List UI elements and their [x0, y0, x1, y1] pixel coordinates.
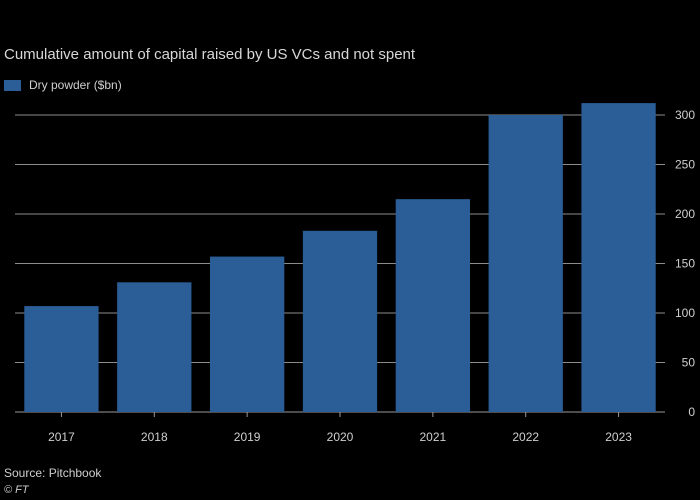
y-tick-label: 300 [675, 108, 695, 122]
x-tick-label: 2018 [141, 430, 168, 444]
x-tick-label: 2022 [512, 430, 539, 444]
y-tick-label: 250 [675, 158, 695, 172]
bar [581, 103, 656, 413]
source-note: Source: Pitchbook [4, 466, 102, 480]
bar [302, 230, 378, 412]
y-tick-label: 200 [675, 207, 695, 221]
y-tick-label: 50 [682, 356, 696, 370]
bar [210, 256, 285, 412]
legend: Dry powder ($bn) [4, 78, 122, 92]
x-tick-label: 2019 [234, 430, 261, 444]
y-tick-label: 150 [675, 257, 695, 271]
ft-credit: © FT [4, 484, 29, 496]
chart-title: Cumulative amount of capital raised by U… [4, 46, 416, 63]
x-tick-label: 2021 [420, 430, 447, 444]
bar [395, 199, 470, 412]
legend-label: Dry powder ($bn) [29, 78, 122, 92]
y-tick-label: 0 [688, 405, 695, 419]
bar [24, 306, 99, 412]
y-tick-label: 100 [675, 306, 695, 320]
x-tick-label: 2023 [605, 430, 632, 444]
bar [488, 115, 563, 412]
legend-swatch [4, 79, 21, 91]
bar [117, 282, 192, 412]
x-tick-label: 2020 [327, 430, 354, 444]
x-tick-label: 2017 [48, 430, 75, 444]
